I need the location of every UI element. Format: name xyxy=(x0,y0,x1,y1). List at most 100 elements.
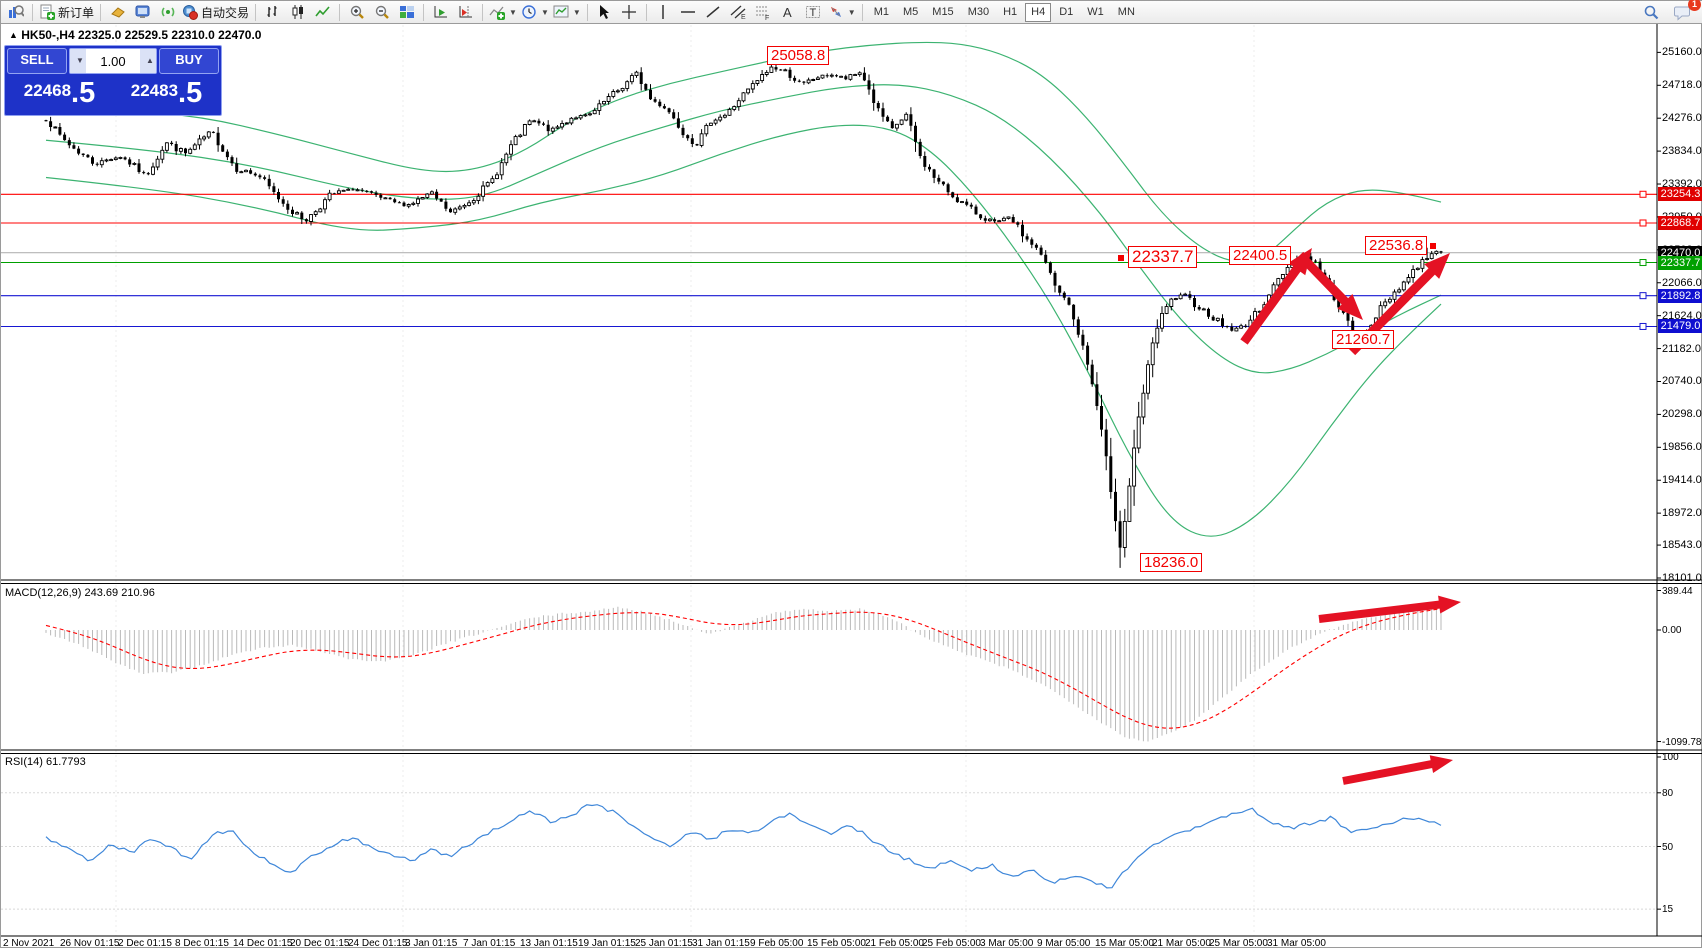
rsi-trend-arrow[interactable] xyxy=(1342,755,1453,785)
timeframe-button-m5[interactable]: M5 xyxy=(903,5,919,18)
line-handle[interactable] xyxy=(1639,322,1647,330)
periods-icon[interactable]: ▼ xyxy=(519,2,551,22)
signals-icon[interactable] xyxy=(155,2,180,22)
price-axis-tick: 21182.0 xyxy=(1662,343,1701,355)
rsi-axis-tick: 50 xyxy=(1662,842,1674,853)
tile-windows-icon[interactable] xyxy=(394,2,419,22)
time-axis-label: 26 Nov 01:15 xyxy=(60,938,120,949)
deposit-icon[interactable] xyxy=(105,2,130,22)
terminal-icon[interactable] xyxy=(130,2,155,22)
timeframe-button-m1[interactable]: M1 xyxy=(873,5,889,18)
candlestick-mode-icon[interactable] xyxy=(285,2,310,22)
line-chart-mode-icon[interactable] xyxy=(310,2,335,22)
channel-tool-icon[interactable]: E xyxy=(726,2,751,22)
timeframe-button-mn[interactable]: MN xyxy=(1117,5,1135,18)
time-axis-label: 25 Mar 05:00 xyxy=(1209,938,1268,949)
price-badge-21892.8: 21892.8 xyxy=(1658,289,1702,303)
chart-header: ▲ HK50-,H4 22325.0 22529.5 22310.0 22470… xyxy=(9,28,261,42)
price-annotation-22536.8[interactable]: 22536.8 xyxy=(1365,236,1428,255)
annotation-handle[interactable] xyxy=(1118,255,1124,261)
auto-scroll-icon[interactable] xyxy=(428,2,453,22)
rsi-trend-arrow-shaft xyxy=(1342,759,1436,785)
market-watch-icon[interactable] xyxy=(3,2,28,22)
text-label-tool-icon[interactable]: T xyxy=(801,2,826,22)
search-icon[interactable] xyxy=(1639,2,1664,22)
bear-candles xyxy=(44,67,1443,548)
time-axis-label: 14 Dec 01:15 xyxy=(233,938,293,949)
auto-trading-button[interactable]: 自动交易 xyxy=(180,2,251,22)
time-axis-label: 21 Mar 05:00 xyxy=(1152,938,1211,949)
text-tool-icon[interactable]: A xyxy=(776,2,801,22)
price-annotation-22400.5[interactable]: 22400.5 xyxy=(1229,246,1292,265)
timeframe-button-m15[interactable]: M15 xyxy=(932,5,954,18)
line-handle[interactable] xyxy=(1639,259,1647,267)
buy-price-button[interactable]: 22483.5 xyxy=(114,76,219,113)
toolbar-separator xyxy=(645,3,647,21)
zoom-in-icon[interactable] xyxy=(344,2,369,22)
crosshair-tool-icon[interactable] xyxy=(617,2,642,22)
vertical-line-tool-icon[interactable] xyxy=(651,2,676,22)
rsi-indicator-label: RSI(14) 61.7793 xyxy=(5,756,86,768)
chart-shift-icon[interactable] xyxy=(453,2,478,22)
trendline-tool-icon[interactable] xyxy=(701,2,726,22)
timeframe-button-w1[interactable]: W1 xyxy=(1087,5,1104,18)
annotation-handle[interactable] xyxy=(1430,243,1436,249)
price-axis-tick: 18543.0 xyxy=(1662,539,1702,551)
sell-price-main: 22468 xyxy=(23,81,72,100)
time-axis-label: 9 Feb 05:00 xyxy=(750,938,804,949)
macd-signal-value: 210.96 xyxy=(121,587,155,599)
sell-button[interactable]: SELL xyxy=(7,48,67,74)
volume-stepper: ▼ ▲ xyxy=(69,48,157,74)
macd-trend-arrow[interactable] xyxy=(1318,595,1461,623)
templates-icon[interactable]: ▼ xyxy=(551,2,583,22)
price-annotation-21260.7[interactable]: 21260.7 xyxy=(1332,330,1395,349)
timeframe-button-h1[interactable]: H1 xyxy=(1003,5,1018,18)
timeframe-button-h4[interactable]: H4 xyxy=(1025,2,1052,22)
arrows-tool-icon[interactable]: ▼ xyxy=(826,2,858,22)
new-order-label: 新订单 xyxy=(58,5,95,20)
timeframe-button-m30[interactable]: M30 xyxy=(967,5,990,18)
sell-price-button[interactable]: 22468.5 xyxy=(7,76,112,113)
toolbar-separator xyxy=(861,3,863,21)
indicators-icon[interactable]: ▼ xyxy=(487,2,519,22)
rsi-name: RSI(14) xyxy=(5,756,43,768)
price-annotation-18236.0[interactable]: 18236.0 xyxy=(1140,553,1203,572)
price-axis-tick: 23834.0 xyxy=(1662,145,1702,157)
line-handle[interactable] xyxy=(1639,190,1647,198)
time-axis-label: 31 Mar 05:00 xyxy=(1267,938,1326,949)
buy-price-main: 22483 xyxy=(130,81,179,100)
bar-chart-mode-icon[interactable] xyxy=(260,2,285,22)
time-axis-label: 20 Dec 01:15 xyxy=(290,938,350,949)
cursor-tool-icon[interactable] xyxy=(592,2,617,22)
fibonacci-tool-icon[interactable]: F xyxy=(751,2,776,22)
horizontal-line-tool-icon[interactable] xyxy=(676,2,701,22)
volume-decrease-button[interactable]: ▼ xyxy=(70,49,86,73)
trend-arrow-2[interactable] xyxy=(1296,251,1363,320)
notification-count-badge: 1 xyxy=(1688,0,1701,11)
volume-increase-button[interactable]: ▲ xyxy=(140,49,156,73)
time-axis-label: 3 Mar 05:00 xyxy=(980,938,1034,949)
collapse-triangle-icon[interactable]: ▲ xyxy=(9,30,18,40)
price-axis-tick: 24718.0 xyxy=(1662,79,1702,91)
rsi-trend-arrow-head xyxy=(1429,755,1453,773)
timeframe-button-d1[interactable]: D1 xyxy=(1059,5,1074,18)
price-axis-tick: 18972.0 xyxy=(1662,507,1702,519)
price-annotation-22337.7[interactable]: 22337.7 xyxy=(1128,246,1198,268)
bollinger-upper-band xyxy=(45,41,1442,262)
price-axis-tick: 20298.0 xyxy=(1662,408,1702,420)
zoom-out-icon[interactable] xyxy=(369,2,394,22)
line-handle[interactable] xyxy=(1639,219,1647,227)
notifications-chat-icon[interactable]: 1 xyxy=(1670,0,1701,22)
time-axis-label: 2 Nov 2021 xyxy=(3,938,55,949)
macd-axis-tick: -1099.78 xyxy=(1662,737,1702,748)
macd-name: MACD(12,26,9) xyxy=(5,587,82,599)
volume-input[interactable] xyxy=(86,49,140,73)
rsi-axis-tick: 100 xyxy=(1662,752,1679,763)
price-axis-tick: 24276.0 xyxy=(1662,112,1702,124)
line-handle[interactable] xyxy=(1639,292,1647,300)
price-annotation-25058.8[interactable]: 25058.8 xyxy=(767,46,830,65)
buy-button[interactable]: BUY xyxy=(159,48,219,74)
new-order-button[interactable]: 新订单 xyxy=(37,2,96,22)
price-badge-22337.7: 22337.7 xyxy=(1658,256,1702,270)
